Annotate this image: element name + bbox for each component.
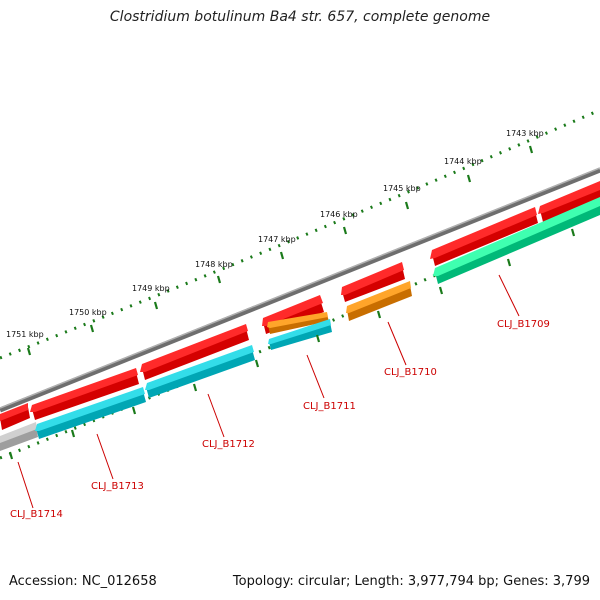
cds-segment-1710-upper[interactable] [341, 262, 405, 302]
cds-segment-1712-upper[interactable] [140, 324, 249, 380]
feature-segment-1709-lower[interactable] [433, 197, 600, 284]
feature-segment-1714-lower[interactable] [0, 422, 38, 451]
kbp-label-1751: 1751 kbp [6, 330, 44, 339]
cds-segment-1713-upper[interactable] [30, 368, 139, 420]
gene-label-clj-b1709[interactable]: CLJ_B1709 [497, 319, 550, 330]
feature-segment-1711-orange[interactable] [267, 312, 329, 334]
gene-label-clj-b1710[interactable]: CLJ_B1710 [384, 367, 437, 378]
cds-segment-1714-upper[interactable] [0, 403, 30, 430]
kbp-label-1743: 1743 kbp [506, 129, 544, 138]
feature-segment-1710-lower[interactable] [346, 281, 412, 321]
kbp-label-1747: 1747 kbp [258, 235, 296, 244]
feature-segment-1711-lower[interactable] [268, 319, 332, 350]
kbp-label-1746: 1746 kbp [320, 210, 358, 219]
kbp-label-1750: 1750 kbp [69, 308, 107, 317]
kbp-label-1745: 1745 kbp [383, 184, 421, 193]
page-title: Clostridium botulinum Ba4 str. 657, comp… [109, 9, 491, 25]
accession-text: Accession: NC_012658 [9, 574, 157, 589]
cds-segment-1708-upper[interactable] [538, 181, 600, 222]
cds-segment-1709-upper[interactable] [430, 207, 538, 266]
gene-label-clj-b1711[interactable]: CLJ_B1711 [303, 401, 356, 412]
kbp-label-1749: 1749 kbp [132, 284, 170, 293]
ruler-major-ticks [8, 145, 576, 460]
topology-text: Topology: circular; Length: 3,977,794 bp… [232, 574, 590, 589]
gene-label-clj-b1714[interactable]: CLJ_B1714 [10, 509, 63, 520]
kbp-label-1744: 1744 kbp [444, 157, 482, 166]
gene-leader-lines [17, 274, 520, 509]
feature-segment-1712-lower[interactable] [145, 345, 255, 398]
kbp-label-1748: 1748 kbp [195, 260, 233, 269]
genome-backbone-highlight [0, 167, 600, 409]
feature-segment-1713-lower[interactable] [35, 387, 146, 439]
genome-backbone [0, 167, 600, 413]
outer-tick-ruler [0, 108, 600, 360]
gene-label-clj-b1712[interactable]: CLJ_B1712 [202, 439, 255, 450]
gene-label-clj-b1713[interactable]: CLJ_B1713 [91, 481, 144, 492]
